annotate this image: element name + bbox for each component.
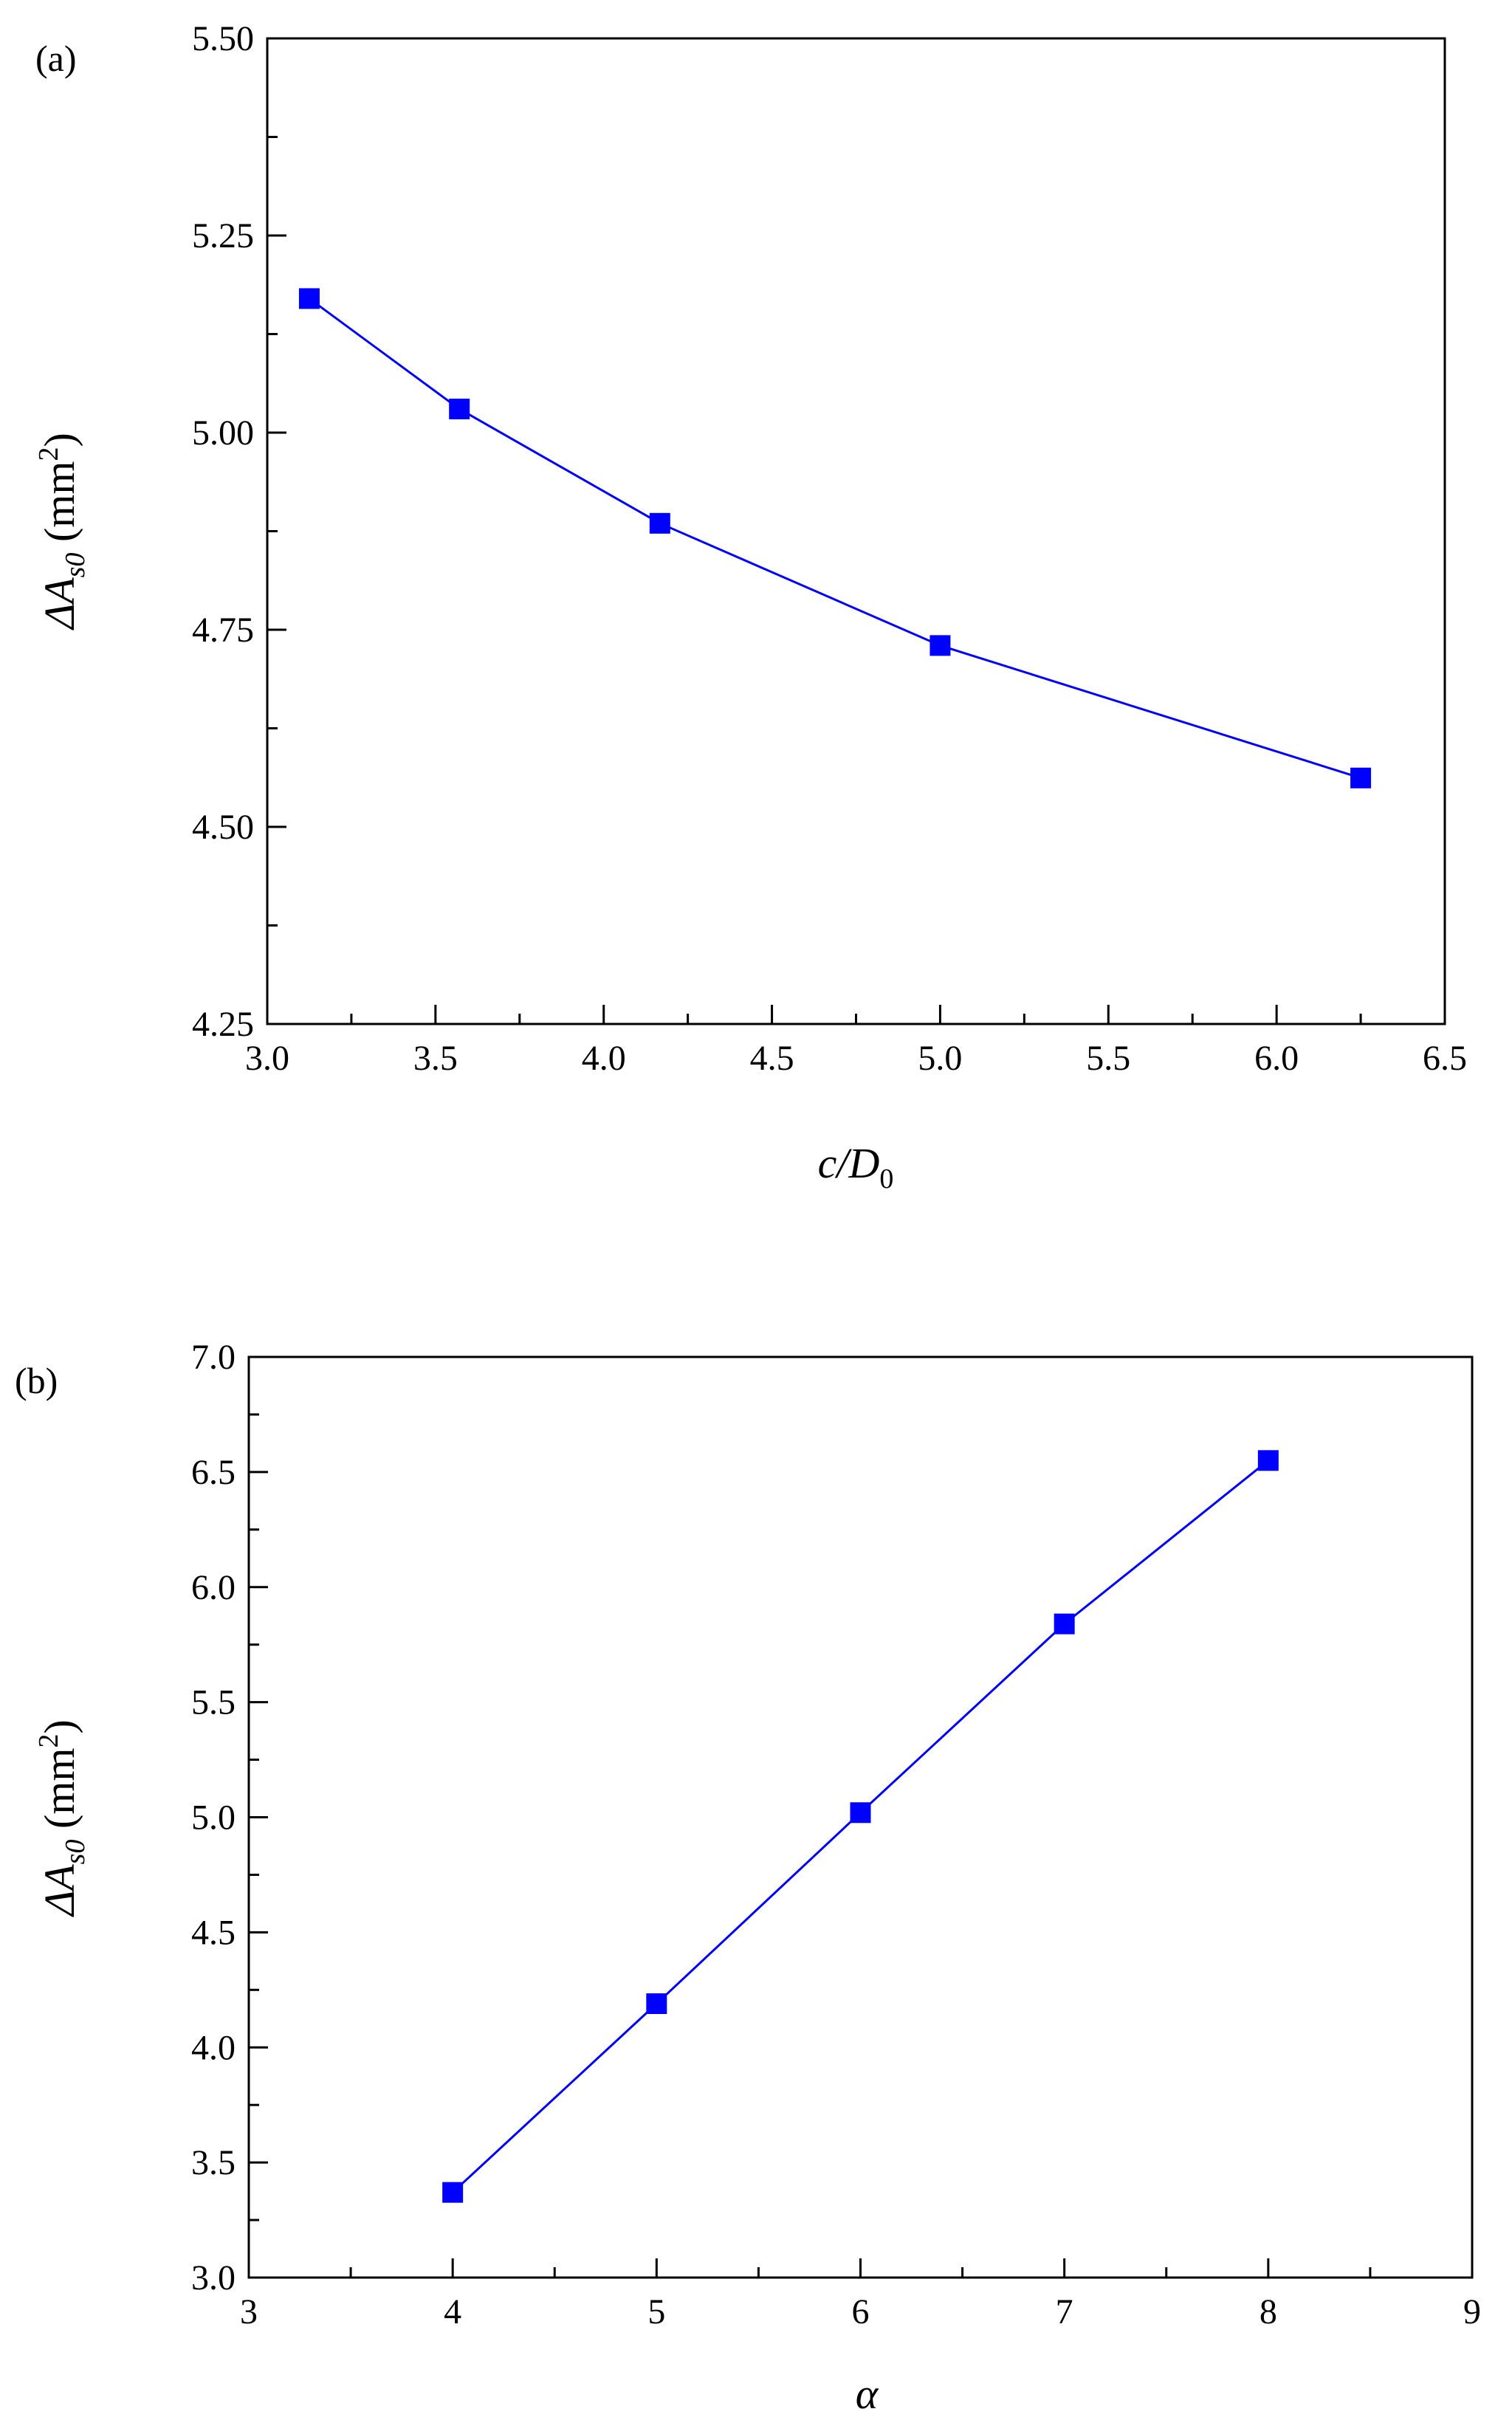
x-tick-label: 8 bbox=[1260, 2292, 1277, 2331]
series-line bbox=[309, 298, 1361, 780]
y-tick-label: 4.50 bbox=[192, 808, 254, 847]
panel-a-series bbox=[298, 288, 1372, 788]
data-point-marker bbox=[649, 512, 670, 534]
panel-a-plot-frame bbox=[266, 37, 1446, 1025]
panel-b-series bbox=[442, 1450, 1279, 2203]
data-point-marker bbox=[298, 288, 320, 309]
x-tick-label: 6 bbox=[852, 2292, 870, 2331]
y-tick-label: 7.0 bbox=[191, 1338, 236, 1377]
panel-a-ylabel-unit-open: (mm bbox=[35, 461, 83, 553]
panel-b: (b) 3 4 5 6 7 8 9 3.0 3.5 4.0 4.5 5.0 5.5 6.0 6.5 7.0 α… bbox=[15, 1338, 1481, 2418]
panel-b-y-axis-title: ΔAs0 (mm2) bbox=[33, 1719, 91, 1917]
panel-b-x-axis-title: α bbox=[856, 2370, 879, 2418]
panel-a-xlabel-main: c/D bbox=[818, 1139, 880, 1187]
y-tick-label: 3.5 bbox=[191, 2143, 236, 2182]
x-tick-label: 3 bbox=[240, 2292, 258, 2331]
panel-a-y-axis-title: ΔAs0 (mm2) bbox=[33, 433, 91, 630]
y-tick-label: 4.5 bbox=[191, 1913, 236, 1952]
y-tick-label: 4.0 bbox=[191, 2028, 236, 2067]
x-tick-label: 5 bbox=[647, 2292, 665, 2331]
x-tick-label: 3.0 bbox=[245, 1039, 289, 1078]
panel-a: (a) 3.0 3.5 4.0 4.5 5.0 5.5 6.0 6.5 4.25 4.50 4.75… bbox=[33, 19, 1467, 1195]
data-point-marker bbox=[929, 635, 951, 656]
y-tick-label: 5.5 bbox=[191, 1683, 236, 1722]
panel-b-ylabel-sub: s0 bbox=[60, 1840, 91, 1865]
y-tick-label: 4.25 bbox=[192, 1005, 254, 1044]
x-tick-label: 9 bbox=[1463, 2292, 1481, 2331]
x-tick-label: 4.0 bbox=[582, 1039, 626, 1078]
y-tick-label: 6.5 bbox=[191, 1453, 236, 1492]
y-tick-label: 6.0 bbox=[191, 1568, 236, 1607]
panel-a-ticks: 3.0 3.5 4.0 4.5 5.0 5.5 6.0 6.5 4.25 4.50 4.75 5.00… bbox=[192, 19, 1467, 1078]
x-tick-label: 5.5 bbox=[1086, 1039, 1130, 1078]
y-tick-label: 5.50 bbox=[192, 19, 254, 58]
x-tick-label: 3.5 bbox=[413, 1039, 458, 1078]
x-tick-label: 7 bbox=[1056, 2292, 1073, 2331]
data-point-marker bbox=[442, 2182, 464, 2203]
data-point-marker bbox=[1054, 1613, 1075, 1635]
panel-b-ylabel-unit-close: ) bbox=[35, 1719, 83, 1733]
panel-b-ylabel-delta: ΔA bbox=[35, 1864, 83, 1917]
data-point-marker bbox=[850, 1802, 871, 1824]
x-tick-label: 5.0 bbox=[918, 1039, 962, 1078]
y-tick-label: 5.0 bbox=[191, 1798, 236, 1838]
panel-a-label: (a) bbox=[35, 38, 77, 79]
data-point-marker bbox=[646, 1993, 667, 2015]
panel-b-ylabel-sup: 2 bbox=[33, 1734, 64, 1748]
panel-a-ylabel-delta: ΔA bbox=[35, 577, 83, 630]
panel-a-ylabel-sup: 2 bbox=[33, 447, 64, 461]
data-point-marker bbox=[1350, 767, 1372, 788]
panel-a-x-axis-title: c/D0 bbox=[818, 1139, 894, 1195]
x-tick-label: 4.5 bbox=[750, 1039, 794, 1078]
data-point-marker bbox=[449, 398, 470, 419]
panel-b-ticks: 3 4 5 6 7 8 9 3.0 3.5 4.0 4.5 5.0 5.5 6.0 6.5 7.0 bbox=[191, 1338, 1481, 2331]
series-line bbox=[452, 1460, 1269, 2193]
panel-b-ylabel-unit-open: (mm bbox=[35, 1748, 83, 1840]
panel-a-ylabel-sub: s0 bbox=[60, 553, 91, 578]
y-tick-label: 4.75 bbox=[192, 611, 254, 650]
y-tick-label: 3.0 bbox=[191, 2258, 236, 2297]
y-tick-label: 5.00 bbox=[192, 413, 254, 453]
panel-a-ylabel-unit-close: ) bbox=[35, 433, 83, 447]
x-tick-label: 6.5 bbox=[1423, 1039, 1467, 1078]
x-tick-label: 4 bbox=[444, 2292, 461, 2331]
x-tick-label: 6.0 bbox=[1254, 1039, 1299, 1078]
panel-b-xlabel-main: α bbox=[856, 2370, 879, 2418]
panel-b-label: (b) bbox=[15, 1360, 58, 1401]
y-tick-label: 5.25 bbox=[192, 216, 254, 255]
data-point-marker bbox=[1257, 1450, 1279, 1471]
panel-a-xlabel-sub: 0 bbox=[879, 1164, 893, 1195]
